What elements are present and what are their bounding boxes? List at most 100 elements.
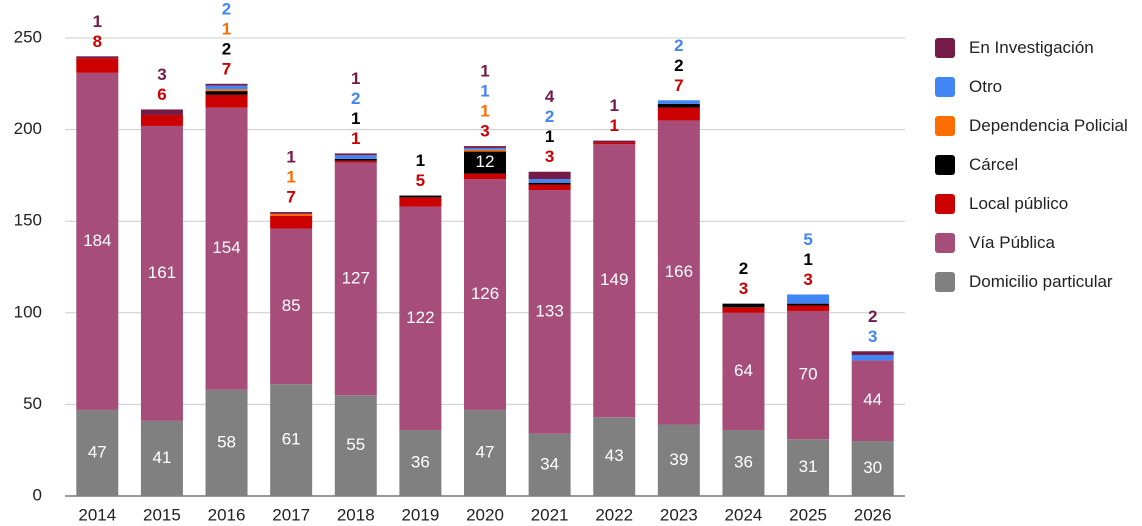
x-tick-label: 2024 <box>725 505 763 524</box>
bar-segment <box>334 155 377 159</box>
bar-segment <box>205 91 248 95</box>
bar-segment <box>205 107 248 390</box>
data-label: 36 <box>411 453 430 472</box>
x-tick-label: 2020 <box>466 505 504 524</box>
bar-segment <box>722 303 765 308</box>
bar-segment <box>851 441 894 496</box>
y-tick-label: 100 <box>14 302 42 321</box>
data-label: 4 <box>545 87 555 106</box>
data-label: 47 <box>476 442 495 461</box>
bar-segment <box>399 430 442 496</box>
data-label: 2 <box>351 89 360 108</box>
bar-segment <box>851 360 894 442</box>
x-tick-label: 2018 <box>337 505 375 524</box>
bar-segment <box>464 146 506 148</box>
data-label: 1 <box>286 168 295 187</box>
legend-label: Vía Pública <box>969 233 1055 252</box>
bar-segment <box>464 149 506 152</box>
legend-item: En Investigación <box>935 38 1140 60</box>
data-label: 5 <box>416 171 425 190</box>
bar-segment <box>140 125 183 421</box>
data-label: 1 <box>351 129 360 148</box>
data-label: 1 <box>93 12 102 31</box>
bar-segment <box>593 144 636 418</box>
data-label: 8 <box>93 32 102 51</box>
bar-segment <box>722 307 765 313</box>
legend-item: Otro <box>935 77 1140 99</box>
data-label: 39 <box>669 450 688 469</box>
legend-swatch <box>935 116 955 136</box>
data-label: 7 <box>222 59 231 78</box>
data-label: 3 <box>480 122 489 141</box>
bar-segment <box>334 395 377 496</box>
data-label: 2 <box>739 259 748 278</box>
y-tick-label: 250 <box>14 27 42 46</box>
bar-segment <box>270 228 313 385</box>
data-label: 3 <box>545 147 554 166</box>
x-tick-label: 2022 <box>595 505 633 524</box>
data-label: 1 <box>480 82 489 101</box>
bar-segment <box>76 58 119 73</box>
legend-label: Cárcel <box>969 155 1019 174</box>
legend: En Investigación Otro Dependencia Policial… <box>935 38 1140 311</box>
y-tick-label: 150 <box>14 211 42 230</box>
data-label: 2 <box>868 307 877 326</box>
data-label: 31 <box>799 457 818 476</box>
legend-item: Local público <box>935 194 1140 216</box>
data-label: 149 <box>600 270 628 289</box>
bar-segment <box>205 389 248 496</box>
bar-segment <box>464 179 506 410</box>
bar-segment <box>657 120 700 425</box>
legend-item: Dependencia Policial <box>935 116 1140 138</box>
legend-swatch <box>935 38 955 58</box>
bar-segment <box>528 171 571 180</box>
bar-segment <box>76 56 119 59</box>
y-tick-label: 50 <box>23 394 42 413</box>
bar-segment <box>787 294 830 304</box>
legend-swatch <box>935 233 955 253</box>
data-label: 127 <box>342 268 370 287</box>
x-tick-label: 2026 <box>854 505 892 524</box>
data-label: 1 <box>351 69 360 88</box>
data-label: 30 <box>863 458 882 477</box>
data-label: 133 <box>535 301 563 320</box>
data-label: 122 <box>406 308 434 327</box>
data-label: 85 <box>282 296 301 315</box>
data-label: 184 <box>83 231 111 250</box>
bar-segment <box>205 94 248 108</box>
data-label: 64 <box>734 361 753 380</box>
legend-swatch <box>935 155 955 175</box>
bar-segment <box>722 312 765 431</box>
x-tick-label: 2015 <box>143 505 181 524</box>
bar-segment <box>205 89 248 92</box>
data-label: 3 <box>739 279 748 298</box>
data-label: 2 <box>545 107 554 126</box>
bar-segment <box>334 160 377 163</box>
plot-area: 0501001502002502014471848120154116163201… <box>14 0 905 524</box>
data-label: 34 <box>540 454 559 473</box>
data-label: 7 <box>674 76 683 95</box>
bar-segment <box>657 107 700 121</box>
data-label: 161 <box>148 263 176 282</box>
x-tick-label: 2025 <box>789 505 827 524</box>
bar-segment <box>787 305 830 311</box>
data-label: 58 <box>217 432 236 451</box>
data-label: 3 <box>803 270 812 289</box>
data-label: 2 <box>222 0 231 18</box>
bar-segment <box>593 417 636 496</box>
data-label: 43 <box>605 446 624 465</box>
data-label: 154 <box>212 238 240 257</box>
bar-segment <box>140 114 183 126</box>
data-label: 44 <box>863 390 882 409</box>
bar-segment <box>334 153 377 156</box>
data-label: 1 <box>609 116 618 135</box>
bar-segment <box>270 215 313 229</box>
bar-segment <box>270 213 313 216</box>
bar-segment <box>399 197 442 207</box>
data-label: 1 <box>480 102 489 121</box>
data-label: 166 <box>665 262 693 281</box>
bar-segment <box>657 100 700 104</box>
bar-segment <box>464 173 506 180</box>
data-label: 5 <box>803 230 812 249</box>
data-label: 12 <box>476 152 495 171</box>
